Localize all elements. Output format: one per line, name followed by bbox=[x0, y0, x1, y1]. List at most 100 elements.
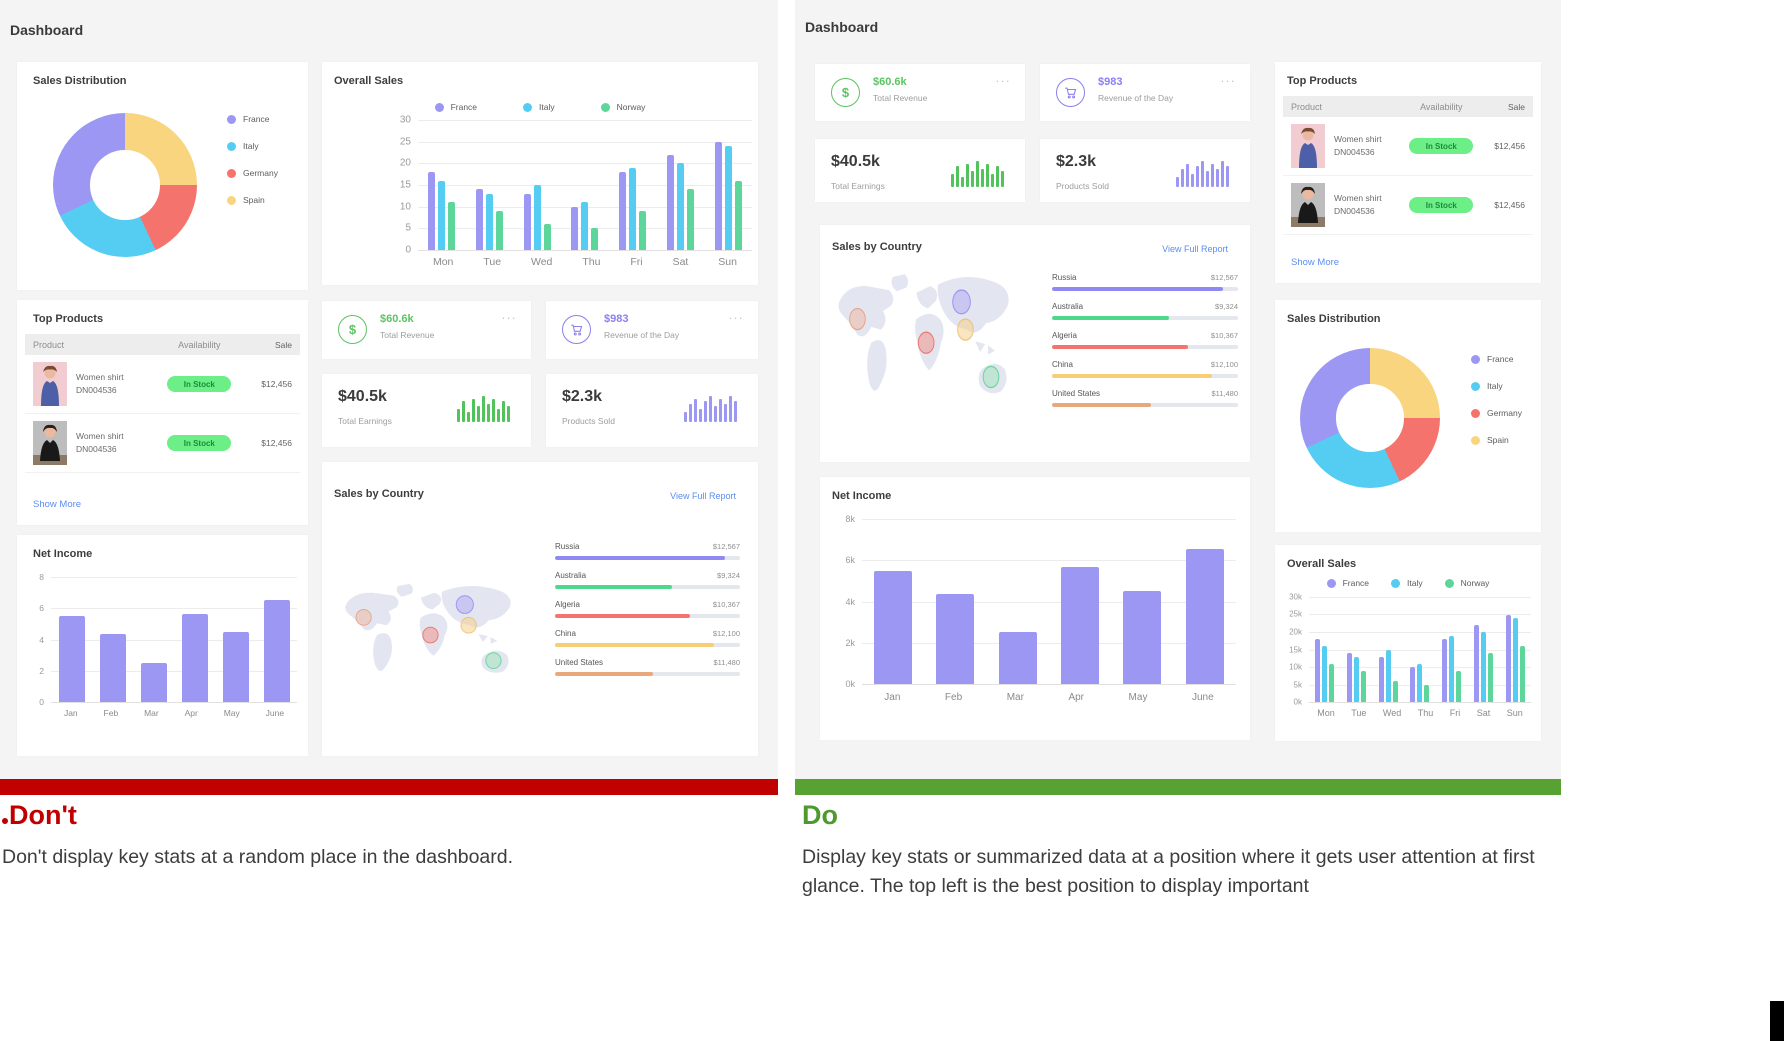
y-axis-tick: 25k bbox=[1289, 609, 1302, 619]
show-more-link[interactable]: Show More bbox=[33, 499, 82, 510]
product-sku: DN004536 bbox=[76, 385, 117, 395]
x-axis-label: Sat bbox=[672, 256, 689, 268]
x-axis-label: June bbox=[265, 708, 285, 718]
bar-italy bbox=[1512, 618, 1518, 702]
top-products-card: Top Products Product Availability Sale Women… bbox=[17, 300, 308, 525]
product-cell: Women shirt DN004536 bbox=[1291, 124, 1402, 168]
more-options-icon[interactable]: ... bbox=[1220, 70, 1236, 85]
bar-norway bbox=[591, 228, 599, 250]
stat-value: $40.5k bbox=[338, 388, 387, 405]
progress-track bbox=[555, 614, 740, 618]
bar-italy bbox=[1322, 646, 1328, 702]
country-sales-value: $9,324 bbox=[1215, 302, 1238, 311]
bar-group-mon bbox=[1315, 597, 1335, 702]
mini-bar-sparkline bbox=[457, 396, 515, 422]
bar-norway bbox=[686, 189, 694, 250]
country-row-header: Algeria $10,367 bbox=[1052, 331, 1238, 340]
bar-france bbox=[1410, 667, 1416, 702]
bar-net income bbox=[140, 662, 167, 702]
country-row-header: China $12,100 bbox=[555, 629, 740, 638]
donut-legend: France Italy Germany Spain bbox=[227, 114, 278, 222]
gridline bbox=[418, 250, 752, 251]
bar-group-wed bbox=[523, 120, 551, 250]
view-full-report-link[interactable]: View Full Report bbox=[1162, 244, 1228, 254]
y-axis-tick: 20k bbox=[1289, 627, 1302, 637]
page-title-right: Dashboard bbox=[805, 19, 879, 35]
bar-norway bbox=[496, 211, 504, 250]
country-name: United States bbox=[1052, 389, 1101, 398]
availability-cell: In Stock bbox=[1402, 138, 1481, 154]
legend-dot-france-icon bbox=[434, 102, 444, 112]
y-axis-tick: 30k bbox=[1289, 592, 1302, 602]
product-image bbox=[1291, 183, 1325, 227]
more-options-icon[interactable]: ... bbox=[995, 70, 1011, 85]
x-axis-label: Sun bbox=[718, 256, 737, 268]
products-sold-stat-card: $2.3k Products Sold bbox=[546, 374, 758, 447]
mini-bar-sparkline bbox=[1176, 161, 1234, 187]
country-sales-value: $12,567 bbox=[712, 542, 740, 551]
show-more-link[interactable]: Show More bbox=[1291, 257, 1340, 268]
net-income-card: Net Income 8 6 4 2 0 Jan Feb Mar Apr May June bbox=[17, 535, 308, 756]
spark-bar bbox=[981, 168, 984, 187]
stat-label: Total Revenue bbox=[873, 93, 928, 103]
x-axis-label: Apr bbox=[1068, 692, 1085, 703]
spark-bar bbox=[1216, 168, 1219, 187]
bar-group-thu bbox=[571, 120, 599, 250]
bar-group-jan bbox=[874, 519, 913, 684]
plot-area bbox=[1309, 597, 1531, 703]
legend-label: Norway bbox=[616, 102, 646, 112]
gridline bbox=[418, 141, 752, 143]
bar-groups bbox=[862, 519, 1236, 684]
legend-label: Italy bbox=[539, 102, 555, 112]
bar-net income bbox=[1123, 591, 1162, 684]
country-row-header: China $12,100 bbox=[1052, 360, 1238, 369]
country-row-header: Algeria $10,367 bbox=[555, 600, 740, 609]
country-name: Algeria bbox=[1052, 331, 1077, 340]
y-axis-tick: 5 bbox=[405, 222, 411, 234]
column-header-sale: Sale bbox=[1507, 101, 1525, 112]
y-axis-tick: 8 bbox=[39, 572, 44, 582]
more-options-icon[interactable]: ... bbox=[728, 307, 744, 322]
country-row-united-states: United States $11,480 bbox=[555, 658, 740, 676]
world-map bbox=[335, 580, 545, 698]
x-axis-label: Tue bbox=[483, 256, 502, 268]
top-products-table: Product Availability Sale Women shirt DN0045… bbox=[25, 334, 300, 473]
country-row-header: United States $11,480 bbox=[555, 658, 740, 667]
legend-label: Norway bbox=[1460, 578, 1490, 588]
spark-bar bbox=[482, 396, 485, 422]
progress-fill bbox=[555, 672, 654, 676]
x-axis-label: Sun bbox=[1506, 708, 1523, 718]
bar-italy bbox=[1385, 649, 1391, 702]
view-full-report-link[interactable]: View Full Report bbox=[670, 491, 736, 501]
progress-track bbox=[1052, 345, 1238, 349]
more-options-icon[interactable]: ... bbox=[501, 307, 517, 322]
legend-item-germany: Germany bbox=[227, 168, 278, 178]
bar-group-mon bbox=[428, 120, 456, 250]
country-sales-value: $12,567 bbox=[1210, 273, 1238, 282]
chart-area: 8 6 4 2 0 bbox=[29, 572, 297, 707]
stat-value: $60.6k bbox=[380, 313, 414, 325]
legend-dot-germany-icon bbox=[1471, 408, 1480, 418]
country-sales-value: $11,480 bbox=[713, 658, 740, 667]
country-row-header: Russia $12,567 bbox=[1052, 273, 1238, 282]
chart-legend: France Italy Norway bbox=[1275, 578, 1541, 588]
country-row-header: Australia $9,324 bbox=[555, 571, 740, 580]
legend-item-norway: Norway bbox=[600, 102, 646, 112]
bar-group-sun bbox=[714, 120, 742, 250]
product-sku: DN004536 bbox=[76, 444, 117, 454]
gridline bbox=[51, 702, 297, 703]
total-earnings-stat-card: $40.5k Total Earnings bbox=[322, 374, 531, 447]
bar-italy bbox=[629, 167, 637, 250]
bar-france bbox=[1473, 625, 1479, 702]
bar-group-fri bbox=[619, 120, 647, 250]
y-axis-tick: 0k bbox=[1293, 697, 1302, 707]
revenue-of-day-stat-card: $983 Revenue of the Day... bbox=[546, 301, 758, 359]
product-image bbox=[33, 362, 67, 406]
bar-france bbox=[571, 206, 579, 250]
gridline bbox=[1309, 597, 1531, 598]
stat-label: Revenue of the Day bbox=[604, 330, 680, 340]
card-title: Overall Sales bbox=[334, 75, 404, 87]
legend-dot-italy-icon bbox=[523, 102, 533, 112]
cart-circle-icon bbox=[1056, 78, 1085, 107]
bar-norway bbox=[639, 211, 647, 250]
